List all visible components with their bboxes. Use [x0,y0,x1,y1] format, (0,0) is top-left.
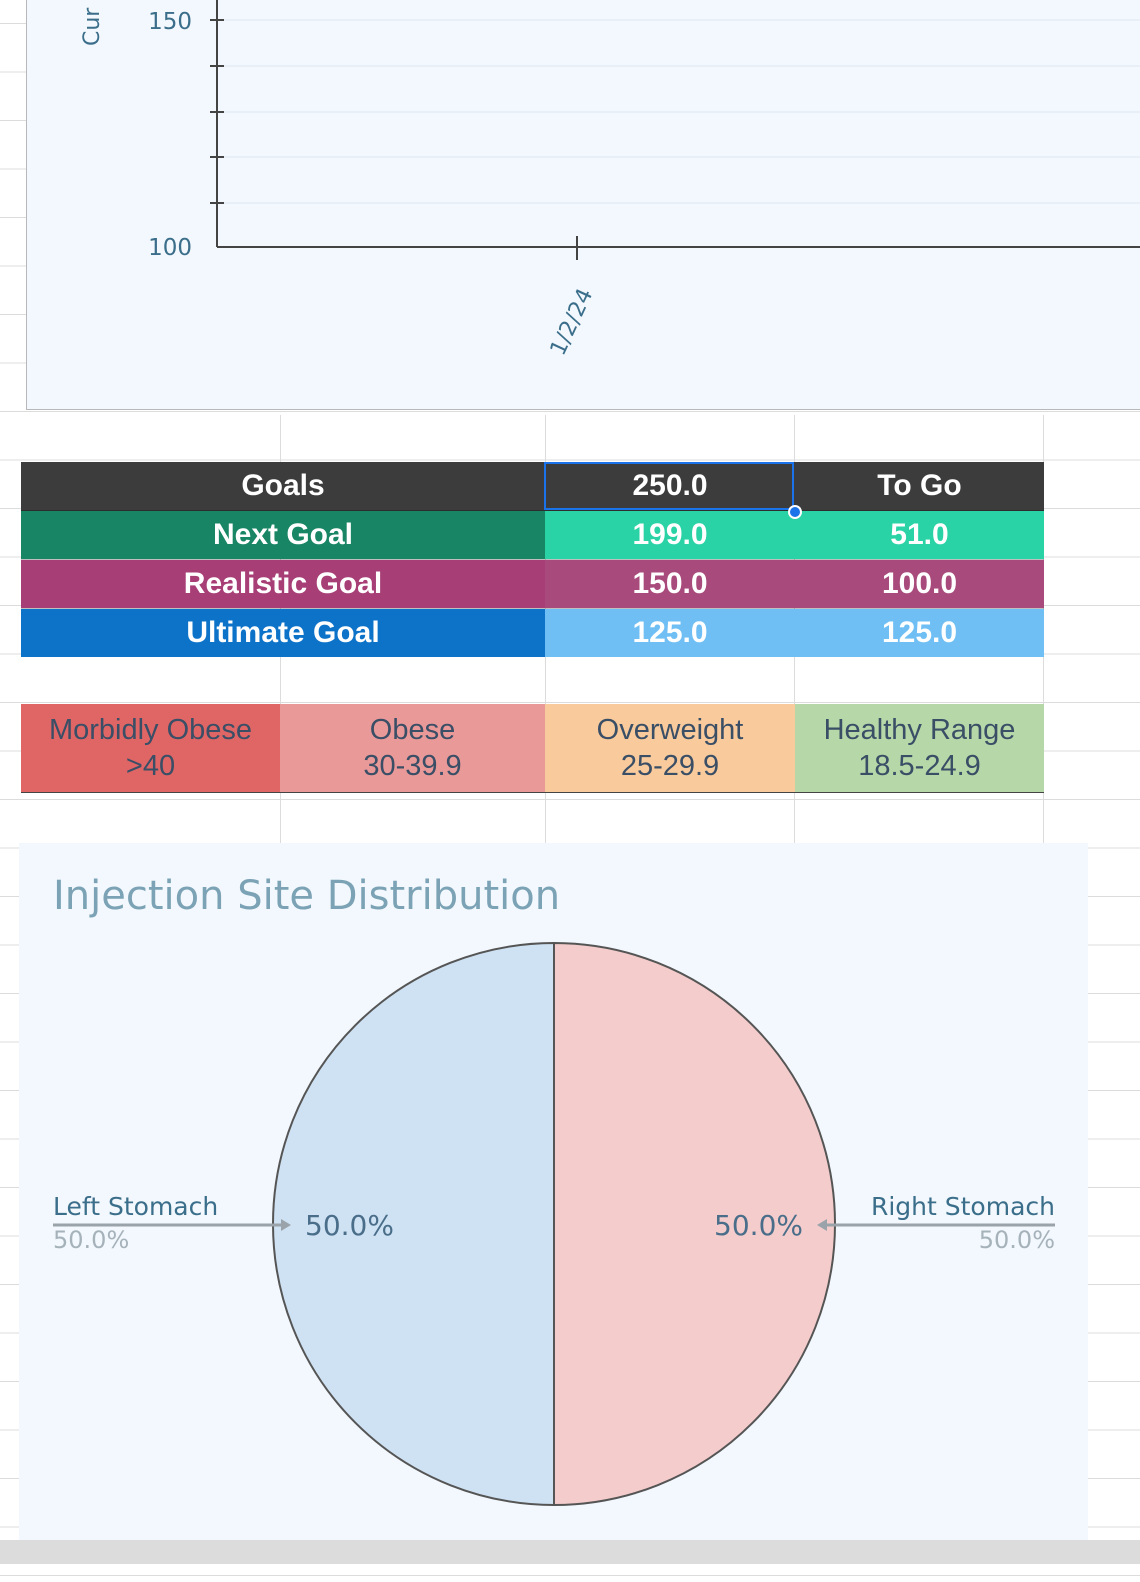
bmi-cell-healthy-range[interactable]: Healthy Range 18.5-24.9 [795,704,1044,792]
y-tick-label: 100 [148,235,192,261]
bmi-label: Healthy Range [823,714,1016,746]
gridlines [217,19,1140,204]
legend-left: Left Stomach 50.0% [53,1192,291,1254]
goals-table: Goals 250.0 To Go Next Goal 199.0 51.0 R… [21,462,1044,657]
chart-title: Injection Site Distribution [53,873,561,919]
goal-row-next: Next Goal 199.0 51.0 [21,511,1044,560]
goals-header-row: Goals 250.0 To Go [21,462,1044,511]
current-weight-cell[interactable]: 250.0 [632,469,708,502]
bmi-cell-overweight[interactable]: Overweight 25-29.9 [545,704,795,792]
legend-label: Right Stomach [871,1192,1055,1221]
goal-value[interactable]: 199.0 [545,511,795,559]
legend-value: 50.0% [53,1226,129,1254]
leader-arrow [281,1219,291,1231]
weight-line-chart[interactable]: Cur 150 100 1/2/24 [26,0,1140,410]
legend-value: 50.0% [979,1226,1055,1254]
x-tick-label: 1/2/24 [546,285,599,360]
goal-to-go[interactable]: 100.0 [795,560,1044,608]
fill-handle[interactable] [788,505,802,519]
to-go-header[interactable]: To Go [877,469,962,502]
y-axis-label: Cur [80,7,105,46]
goal-label[interactable]: Next Goal [21,511,545,559]
legend-right: Right Stomach 50.0% [817,1192,1055,1254]
bmi-range: 30-39.9 [363,750,462,782]
horizontal-scrollbar[interactable] [0,1540,1140,1564]
goal-value[interactable]: 125.0 [545,609,795,657]
pie-svg: Left Stomach 50.0% Right Stomach 50.0% 5… [53,941,1055,1507]
line-chart-svg: Cur 150 100 1/2/24 [80,0,1140,360]
bmi-range: 25-29.9 [620,750,720,782]
y-tick-label: 150 [148,9,192,35]
y-axis-ticks [210,19,224,204]
bmi-cell-obese[interactable]: Obese 30-39.9 [280,704,545,792]
goals-header-label[interactable]: Goals [241,469,325,502]
bmi-label: Morbidly Obese [48,714,253,746]
bmi-label: Obese [369,714,456,746]
leader-arrow [817,1219,827,1231]
bmi-cell-morbidly-obese[interactable]: Morbidly Obese >40 [21,704,280,792]
bmi-range: 18.5-24.9 [858,750,981,782]
bmi-range: >40 [125,750,176,782]
goal-row-realistic: Realistic Goal 150.0 100.0 [21,560,1044,609]
slice-label: 50.0% [305,1209,394,1242]
injection-site-pie-chart[interactable]: Injection Site Distribution Left Stomach… [19,843,1088,1540]
goal-value[interactable]: 150.0 [545,560,795,608]
bmi-label: Overweight [596,714,744,746]
slice-label: 50.0% [714,1209,803,1242]
goal-label[interactable]: Ultimate Goal [21,609,545,657]
bmi-categories-table: Morbidly Obese >40 Obese 30-39.9 Overwei… [21,704,1044,793]
goal-row-ultimate: Ultimate Goal 125.0 125.0 [21,609,1044,657]
goal-to-go[interactable]: 51.0 [795,511,1044,559]
goal-to-go[interactable]: 125.0 [795,609,1044,657]
legend-label: Left Stomach [53,1192,218,1221]
goal-label[interactable]: Realistic Goal [21,560,545,608]
